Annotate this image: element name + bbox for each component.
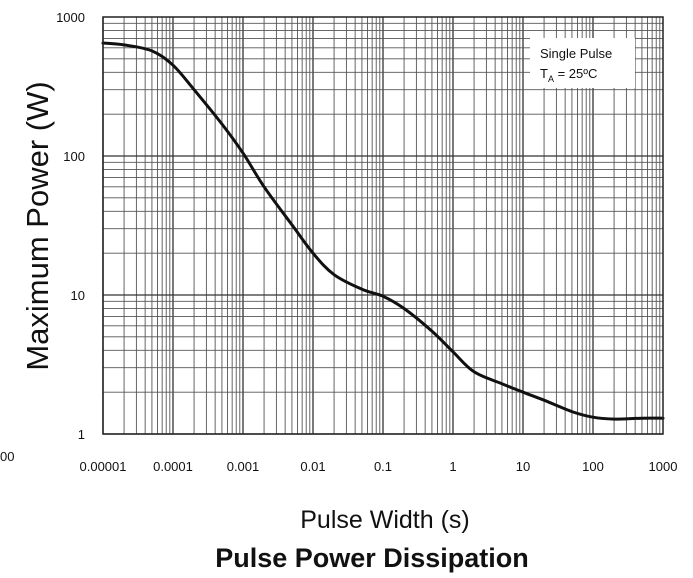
y-tick-label: 1000 bbox=[56, 10, 85, 25]
y-axis-label: Maximum Power (W) bbox=[20, 81, 55, 370]
legend-line-2: TA = 25ºC bbox=[540, 66, 597, 84]
x-tick-label: 0.001 bbox=[227, 459, 260, 474]
legend-background bbox=[530, 38, 635, 88]
x-tick-label: 0.01 bbox=[300, 459, 325, 474]
series-line bbox=[101, 41, 665, 421]
x-tick-label: 1 bbox=[449, 459, 456, 474]
x-axis-label: Pulse Width (s) bbox=[300, 506, 469, 534]
x-tick-label: 1000 bbox=[649, 459, 678, 474]
left-edge-label: 00 bbox=[0, 449, 14, 464]
x-tick-label: 0.00001 bbox=[80, 459, 127, 474]
y-tick-labels: 1 10 100 1000 bbox=[56, 10, 85, 442]
legend-line-1: Single Pulse bbox=[540, 46, 612, 61]
chart-title: Pulse Power Dissipation bbox=[215, 543, 529, 573]
y-tick-label: 100 bbox=[63, 149, 85, 164]
x-tick-label: 0.1 bbox=[374, 459, 392, 474]
curve-layer bbox=[101, 41, 665, 421]
x-tick-labels: 0.00001 0.0001 0.001 0.01 0.1 1 10 100 1000 bbox=[80, 459, 678, 474]
legend-box: Single Pulse TA = 25ºC bbox=[530, 38, 635, 88]
x-tick-label: 0.0001 bbox=[153, 459, 193, 474]
plot-frame bbox=[102, 16, 664, 435]
x-tick-label: 100 bbox=[582, 459, 604, 474]
y-tick-label: 1 bbox=[78, 427, 85, 442]
x-tick-label: 10 bbox=[516, 459, 530, 474]
y-tick-label: 10 bbox=[71, 288, 85, 303]
